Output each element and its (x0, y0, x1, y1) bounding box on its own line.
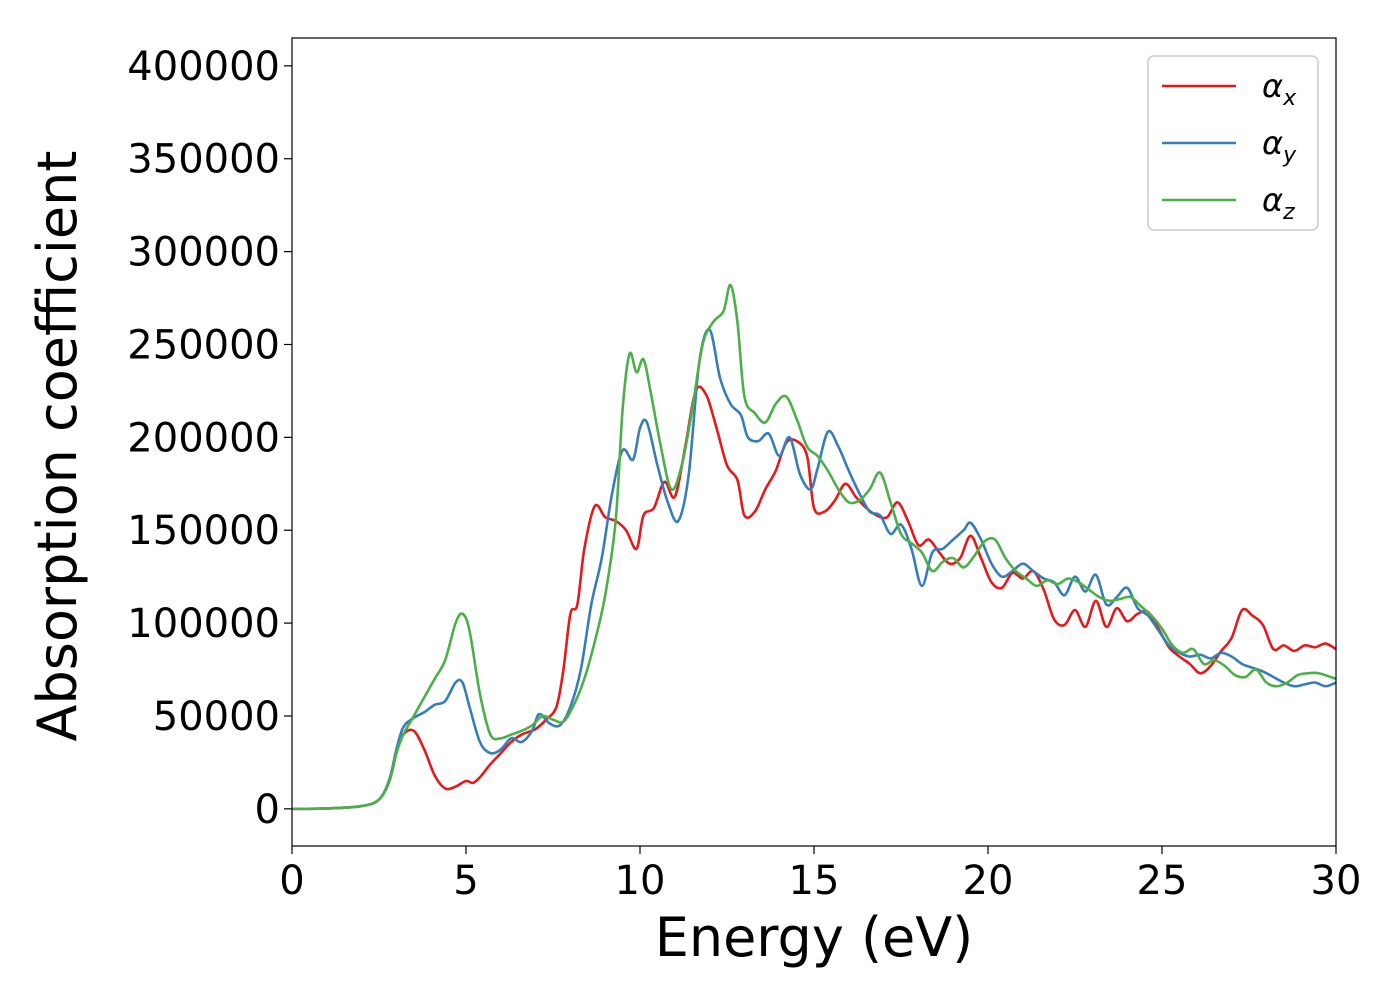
y-tick-label: 250000 (127, 322, 280, 368)
legend-label-base: α (1262, 67, 1283, 105)
y-tick-label: 200000 (127, 415, 280, 461)
y-tick-label: 300000 (127, 230, 280, 276)
legend-label-subscript: x (1282, 86, 1297, 111)
y-tick-label: 50000 (153, 694, 280, 740)
x-tick-label: 25 (1137, 858, 1188, 904)
legend-label-subscript: y (1282, 143, 1297, 168)
x-tick-label: 20 (963, 858, 1014, 904)
series-line-x (292, 385, 1336, 811)
series-lines (292, 283, 1336, 811)
y-tick-label: 0 (255, 787, 280, 833)
y-axis-label: Absorption coefficient (26, 151, 89, 742)
x-tick-label: 5 (453, 858, 478, 904)
y-tick-label: 350000 (127, 137, 280, 183)
x-tick-label: 0 (279, 858, 304, 904)
x-axis-label: Energy (eV) (655, 906, 974, 969)
legend-label-y: αy (1262, 124, 1297, 168)
series-line-y (292, 328, 1336, 811)
y-tick-label: 100000 (127, 601, 280, 647)
y-tick-label: 400000 (127, 44, 280, 90)
legend-label-z: αz (1262, 181, 1295, 225)
legend-label-subscript: z (1282, 200, 1295, 225)
x-tick-label: 30 (1311, 858, 1362, 904)
x-tick-label: 10 (615, 858, 666, 904)
x-tick-label: 15 (789, 858, 840, 904)
y-axis-ticks: 0 50000 100000 150000 200000 250000 300000 3500… (127, 44, 292, 833)
legend-label-base: α (1262, 181, 1283, 219)
legend-label-base: α (1262, 124, 1283, 162)
y-tick-label: 150000 (127, 508, 280, 554)
x-axis-ticks: 0 5 10 15 20 25 30 (279, 846, 1361, 904)
series-line-z (292, 283, 1336, 811)
legend-label-x: αx (1262, 67, 1297, 111)
